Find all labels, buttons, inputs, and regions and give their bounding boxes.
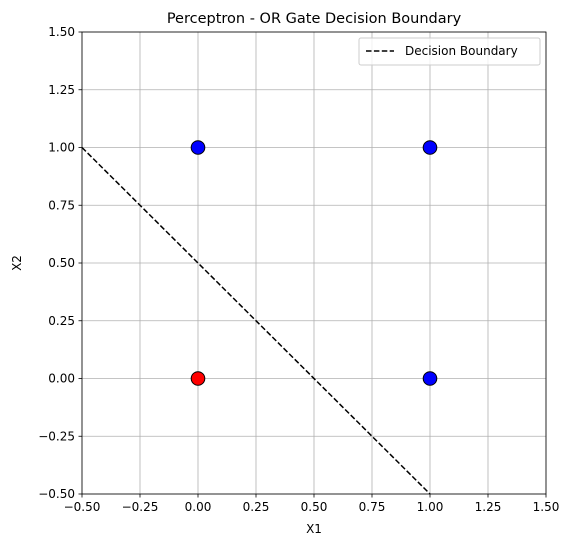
y-tick-label: 1.00 — [48, 141, 75, 155]
y-tick-label: 0.25 — [48, 314, 75, 328]
x-tick-label: 0.00 — [185, 500, 212, 514]
x-tick-label: 0.25 — [243, 500, 270, 514]
x-tick-label: 1.00 — [417, 500, 444, 514]
x-axis-label: X1 — [306, 522, 322, 536]
x-axis-ticks: −0.50 −0.25 0.00 0.25 0.50 0.75 1.00 1.25 1.50 — [64, 494, 560, 514]
data-point — [422, 371, 438, 386]
y-tick-label: −0.50 — [38, 487, 75, 501]
x-tick-label: 0.75 — [359, 500, 386, 514]
x-tick-label: 0.50 — [301, 500, 328, 514]
x-tick-label: 1.25 — [475, 500, 502, 514]
x-tick-label: −0.25 — [122, 500, 159, 514]
y-axis-label: X2 — [10, 255, 24, 271]
legend-box — [358, 37, 541, 66]
y-tick-label: 1.25 — [48, 83, 75, 97]
legend: Decision Boundary — [358, 37, 541, 66]
legend-entry-decision-boundary: Decision Boundary — [405, 44, 518, 58]
y-tick-label: 0.75 — [48, 198, 75, 212]
chart-title: Perceptron - OR Gate Decision Boundary — [167, 11, 462, 27]
data-point — [190, 140, 206, 155]
decision-boundary-layer — [81, 146, 431, 495]
y-tick-label: 1.50 — [48, 25, 75, 39]
y-axis-ticks: −0.50 −0.25 0.00 0.25 0.50 0.75 1.00 1.25 1.50 — [38, 25, 82, 501]
y-tick-label: 0.00 — [48, 372, 75, 386]
decision-boundary-line — [81, 146, 431, 495]
y-tick-label: −0.25 — [38, 429, 75, 443]
y-tick-label: 0.50 — [48, 256, 75, 270]
data-point — [422, 140, 438, 155]
x-tick-label: −0.50 — [64, 500, 101, 514]
x-tick-label: 1.50 — [533, 500, 560, 514]
data-point — [190, 371, 206, 386]
points-layer — [190, 140, 438, 386]
